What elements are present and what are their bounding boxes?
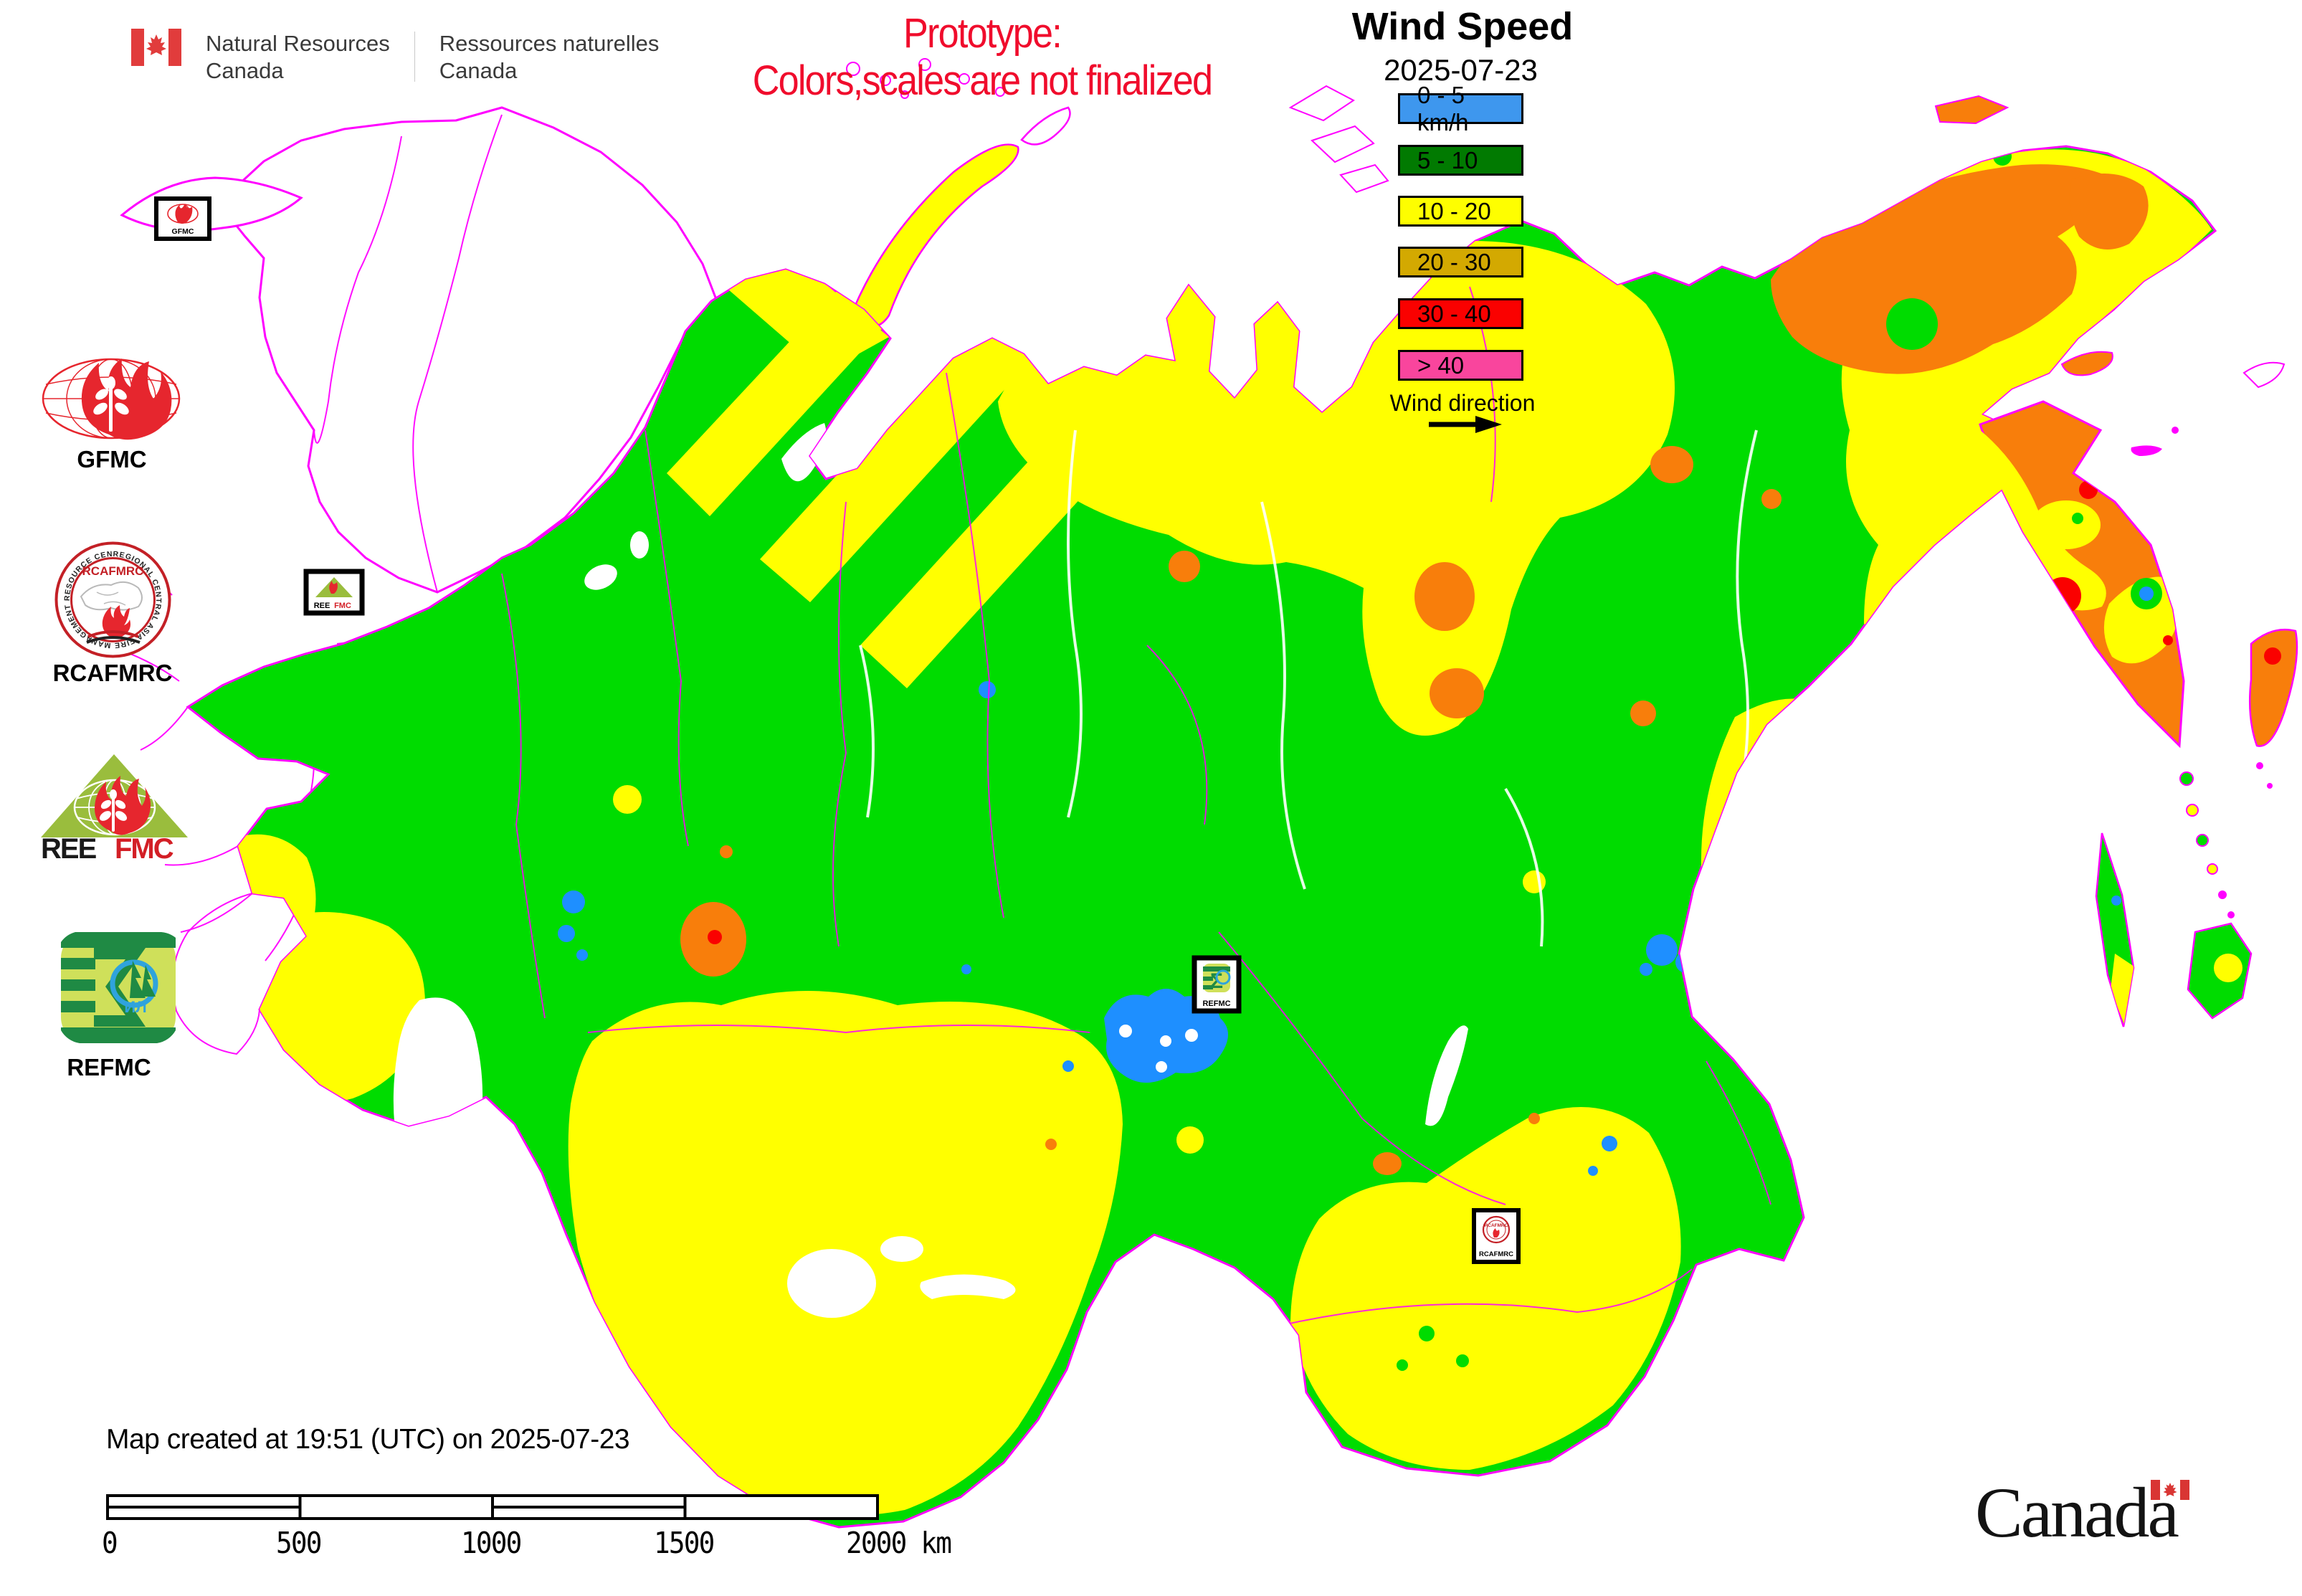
map-marker-refmc: Σ REFMC [1192, 955, 1242, 1014]
map-created-text: Map created at 19:51 (UTC) on 2025-07-23 [106, 1424, 630, 1455]
rcafmrc-wordmark: RCAFMRC [82, 564, 144, 578]
prototype-line1: Prototype: [903, 10, 1062, 57]
scale-label-500: 500 [276, 1526, 322, 1560]
map-marker-reefmc: REE FMC [303, 569, 365, 616]
legend-date: 2025-07-23 [1384, 53, 1538, 87]
prototype-warning: Prototype: Colors,scales are not finaliz… [692, 10, 1273, 105]
rcafmrc-logo: REGIONAL CENTRAL ASIA FIRE MANAGEMENT RE… [54, 541, 172, 659]
scale-bar [106, 1494, 879, 1520]
far-east-islands [2095, 361, 2298, 1030]
map-marker-refmc-label: REFMC [1202, 999, 1230, 1008]
refmc-logo: ИЛ [61, 932, 176, 1043]
map-marker-gfmc-label: GFMC [172, 227, 194, 236]
wind-direction-arrow [1429, 416, 1502, 433]
nrcan-divider [414, 32, 415, 82]
gfmc-logo [40, 357, 184, 442]
black-sea-coast [171, 893, 260, 1055]
map-marker-rcafmrc: RCAFMRC RCAFMRC [1472, 1208, 1521, 1264]
kamchatka-peninsula [1979, 400, 2185, 747]
map-marker-gfmc: GFMC [154, 196, 211, 241]
scale-label-1500: 1500 [654, 1526, 715, 1560]
rcafmrc-caption: RCAFMRC [52, 660, 173, 686]
nrcan-text-en: Natural Resources Canada [206, 31, 390, 83]
legend-item-10-20: 10 - 20 [1398, 196, 1523, 227]
scale-label-2000km: 2000 km [846, 1526, 952, 1560]
legend-item-30-40: 30 - 40 [1398, 298, 1523, 329]
legend-item-5-10: 5 - 10 [1398, 145, 1523, 176]
map-marker-rcafmrc-wordmark: RCAFMRC [1485, 1223, 1508, 1228]
reefmc-wordmark-red: FMC [115, 833, 173, 860]
legend-title: Wind Speed [1351, 5, 1574, 48]
nrcan-text-fr: Ressources naturelles Canada [439, 31, 660, 83]
refmc-caption: REFMC [67, 1054, 151, 1080]
svg-text:Σ: Σ [1210, 969, 1223, 993]
scale-label-0: 0 [102, 1526, 118, 1560]
legend-item-40plus: > 40 [1398, 350, 1523, 381]
canada-wordmark: Canada [1975, 1471, 2189, 1554]
scale-label-1000: 1000 [461, 1526, 522, 1560]
gfmc-caption: GFMC [77, 446, 147, 472]
canada-flag-icon [131, 29, 181, 66]
reefmc-logo: REE FMC [37, 753, 191, 860]
reefmc-wordmark-black: REE [41, 833, 97, 860]
legend-item-20-30: 20 - 30 [1398, 247, 1523, 277]
nrcan-signature: Natural Resources Canada Ressources natu… [131, 29, 659, 85]
wind-direction-label: Wind direction [1389, 390, 1536, 416]
map-marker-reefmc-label-red: FMC [334, 602, 351, 610]
legend-item-0-5: 0 - 5 km/h [1398, 82, 1523, 136]
refmc-monogram: ИЛ [124, 998, 146, 1016]
prototype-line2: Colors,scales are not finalized [752, 57, 1213, 104]
map-marker-rcafmrc-label: RCAFMRC [1479, 1250, 1513, 1258]
map-marker-reefmc-label-black: REE [314, 602, 330, 610]
canada-wordmark-flag-icon [2151, 1480, 2189, 1500]
